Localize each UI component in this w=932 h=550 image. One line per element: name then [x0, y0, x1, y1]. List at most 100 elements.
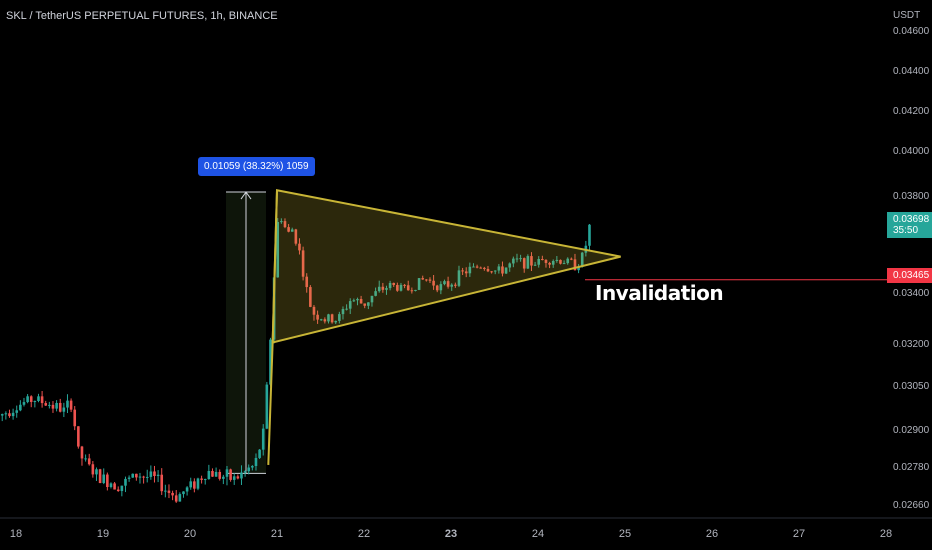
candle-body — [309, 287, 312, 307]
candle-body — [87, 458, 91, 465]
time-tick: 21 — [270, 528, 284, 540]
candle-body — [185, 487, 189, 492]
last-price-value: 0.03698 — [893, 214, 930, 225]
candle-body — [475, 266, 479, 268]
price-axis-unit: USDT — [893, 10, 921, 21]
candle-body — [113, 483, 116, 490]
candle-body — [124, 478, 127, 486]
candle-body — [580, 252, 584, 267]
candle-body — [138, 476, 142, 478]
candle-body — [26, 396, 29, 403]
price-tick: 0.02780 — [893, 462, 930, 473]
time-tick: 27 — [792, 528, 806, 540]
candle-body — [243, 471, 247, 473]
candle-body — [15, 410, 19, 413]
candle-body — [454, 284, 457, 286]
candle-body — [62, 407, 66, 412]
candle-body — [127, 477, 131, 479]
price-tick: 0.03050 — [893, 381, 930, 392]
candle-body — [294, 229, 298, 244]
candle-body — [19, 404, 22, 411]
candle-body — [29, 396, 33, 402]
candle-body — [261, 428, 265, 450]
candle-body — [435, 285, 439, 291]
candle-body — [258, 449, 261, 458]
candle-body — [171, 492, 174, 496]
candle-body — [403, 284, 406, 286]
candle-body — [211, 470, 214, 477]
candle-body — [443, 281, 446, 285]
candle-body — [450, 284, 454, 287]
candle-body — [359, 299, 363, 304]
candle-body — [283, 221, 287, 228]
candle-body — [588, 224, 591, 246]
candle-body — [298, 243, 301, 251]
candle-body — [562, 263, 566, 265]
candle-body — [570, 258, 573, 260]
candle-body — [497, 266, 501, 271]
candle-body — [526, 256, 530, 269]
invalidation-annotation: Invalidation — [595, 281, 724, 305]
candle-body — [66, 400, 69, 408]
price-tick: 0.04200 — [893, 106, 930, 117]
triangle-shape — [271, 189, 621, 344]
measure-label[interactable]: 0.01059 (38.32%) 1059 — [198, 157, 315, 176]
candle-body — [182, 491, 185, 495]
candle-body — [218, 471, 222, 479]
candle-body — [265, 384, 269, 429]
candle-body — [164, 490, 167, 492]
candle-body — [37, 396, 40, 401]
candle-body — [84, 458, 87, 460]
symmetrical-triangle-pattern — [267, 189, 621, 465]
time-tick: 25 — [618, 528, 632, 540]
candle-body — [577, 266, 580, 271]
candle-body — [287, 227, 290, 232]
time-tick: 23 — [444, 528, 458, 540]
time-tick: 28 — [879, 528, 893, 540]
candle-body — [428, 279, 432, 281]
candle-body — [142, 476, 145, 478]
candle-body — [149, 471, 153, 477]
candle-body — [214, 471, 218, 477]
candle-body — [301, 250, 305, 277]
candle-body — [399, 284, 403, 291]
candle-body — [410, 290, 414, 292]
candle-body — [432, 280, 435, 286]
triangle-left-edge — [271, 190, 278, 343]
measure-arrow-head — [240, 191, 252, 200]
candle-body — [106, 474, 109, 487]
candle-body — [515, 258, 519, 260]
candle-body — [196, 478, 200, 489]
price-tick: 0.04400 — [893, 66, 930, 77]
candle-body — [338, 314, 341, 321]
candle-body — [48, 404, 51, 406]
candle-body — [374, 291, 377, 296]
candle-body — [377, 286, 381, 292]
time-tick: 22 — [357, 528, 371, 540]
candle-body — [178, 494, 182, 502]
candle-body — [330, 314, 334, 323]
candle-body — [530, 256, 533, 266]
candle-body — [102, 474, 106, 484]
candle-body — [468, 266, 472, 274]
candle-body — [367, 302, 370, 306]
candle-body — [439, 284, 443, 291]
candle-body — [69, 400, 73, 410]
candle-body — [280, 221, 283, 223]
candle-body — [58, 402, 62, 412]
candle-body — [51, 404, 55, 409]
candle-body — [345, 308, 348, 310]
candle-body — [352, 300, 356, 302]
candle-body — [225, 469, 229, 477]
candle-body — [537, 259, 541, 265]
candle-body — [544, 259, 548, 263]
candle-body — [276, 222, 280, 278]
candle-body — [251, 466, 254, 468]
time-tick: 24 — [531, 528, 545, 540]
candle-body — [519, 258, 522, 260]
candle-body — [319, 319, 323, 321]
candle-body — [551, 260, 555, 265]
candle-body — [40, 396, 44, 404]
candle-body — [305, 276, 309, 288]
